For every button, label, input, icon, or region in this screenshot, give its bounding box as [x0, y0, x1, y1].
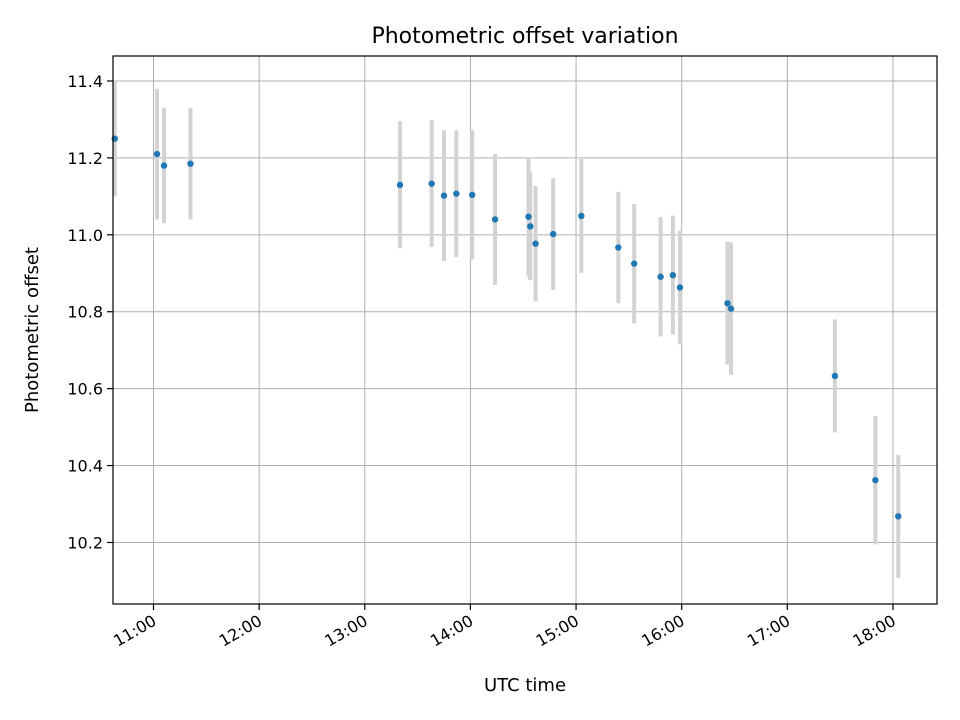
chart-title: Photometric offset variation: [371, 24, 678, 49]
y-axis-ticks: 10.2 10.4 10.6 10.8 11.0 11.2 11.4: [67, 72, 113, 552]
x-axis-label: UTC time: [484, 675, 566, 696]
data-point: [453, 190, 460, 197]
data-point: [727, 305, 735, 312]
data-point: [676, 284, 684, 291]
y-tick-label: 11.2: [67, 149, 103, 168]
data-point: [615, 244, 622, 251]
y-tick-label: 10.8: [67, 303, 103, 322]
data-point: [630, 260, 638, 267]
data-point: [724, 300, 731, 307]
y-tick-label: 10.4: [67, 457, 103, 476]
y-axis-label: Photometric offset: [22, 247, 43, 413]
data-point: [578, 212, 585, 220]
y-tick-label: 11.0: [67, 226, 103, 245]
data-point: [831, 372, 839, 380]
data-point: [187, 160, 194, 167]
data-point: [532, 240, 539, 247]
data-point: [160, 162, 168, 169]
data-point: [527, 223, 534, 230]
data-point: [491, 216, 499, 223]
data-point: [657, 273, 664, 280]
data-point: [468, 191, 476, 199]
y-tick-label: 11.4: [67, 72, 103, 91]
y-tick-label: 10.6: [67, 380, 103, 399]
data-point: [669, 272, 677, 279]
data-point: [549, 230, 557, 238]
y-tick-label: 10.2: [67, 533, 103, 552]
plot-frame: [112, 55, 938, 605]
data-point: [525, 213, 532, 220]
data-point: [153, 150, 161, 158]
data-point: [440, 192, 448, 199]
data-point: [428, 180, 435, 187]
data-points: [111, 135, 902, 520]
data-point: [396, 181, 404, 189]
data-point: [872, 476, 879, 484]
data-point: [895, 513, 902, 520]
